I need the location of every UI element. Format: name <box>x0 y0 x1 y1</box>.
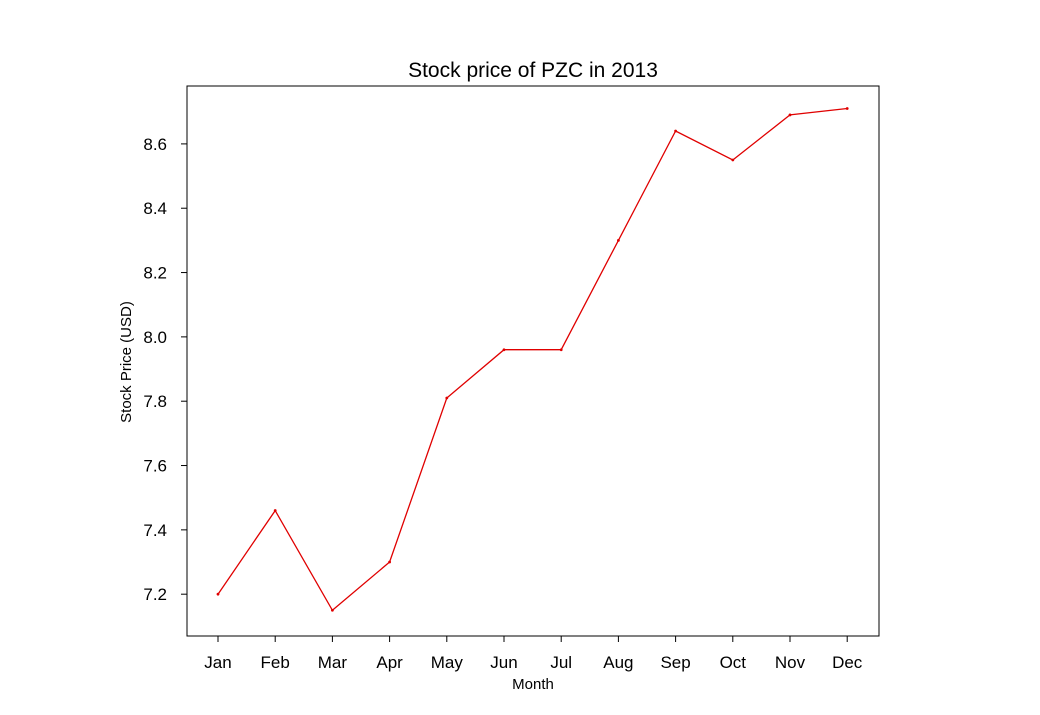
y-tick-label: 8.0 <box>143 328 167 347</box>
y-axis: 7.2 7.4 7.6 7.8 8.0 8.2 8.4 8.6 <box>143 135 187 604</box>
data-point-aug <box>617 238 620 242</box>
data-point-oct <box>731 158 735 162</box>
data-point-jul <box>559 348 563 352</box>
data-point-jun <box>502 348 506 352</box>
y-tick-label: 7.2 <box>143 585 167 604</box>
data-point-sep <box>674 129 677 133</box>
x-tick-label: May <box>431 653 464 672</box>
data-point-dec <box>845 107 849 110</box>
series-line-0 <box>217 107 848 612</box>
x-axis-title: Month <box>512 676 554 693</box>
data-point-may <box>445 396 449 400</box>
data-point-apr <box>388 560 391 564</box>
x-tick-label: Jan <box>204 653 231 672</box>
x-tick-label: Feb <box>261 653 290 672</box>
x-tick-label: Mar <box>318 653 348 672</box>
y-tick-label: 7.6 <box>143 457 167 476</box>
y-tick-label: 8.6 <box>143 135 167 154</box>
data-point-jan <box>216 592 220 596</box>
data-point-nov <box>788 113 792 117</box>
y-tick-label: 8.2 <box>143 264 167 283</box>
x-tick-label: Dec <box>832 653 863 672</box>
x-tick-label: Aug <box>603 653 633 672</box>
data-point-feb <box>273 509 277 512</box>
series-layer <box>216 107 849 612</box>
y-tick-label: 7.4 <box>143 521 167 540</box>
y-tick-label: 7.8 <box>143 392 167 411</box>
x-tick-label: Apr <box>376 653 403 672</box>
y-tick-label: 8.4 <box>143 199 167 218</box>
plot-area-frame <box>186 85 880 637</box>
x-axis: Jan Feb Mar Apr May Jun Jul Aug Sep Oct Nov Dec <box>204 636 863 672</box>
x-tick-label: Jun <box>490 653 517 672</box>
data-point-mar <box>331 608 334 612</box>
x-tick-label: Oct <box>720 653 747 672</box>
x-tick-label: Jul <box>550 653 572 672</box>
y-axis-title: Stock Price (USD) <box>118 301 135 423</box>
chart-title: Stock price of PZC in 2013 <box>408 59 658 82</box>
x-tick-label: Sep <box>660 653 690 672</box>
x-tick-label: Nov <box>775 653 806 672</box>
